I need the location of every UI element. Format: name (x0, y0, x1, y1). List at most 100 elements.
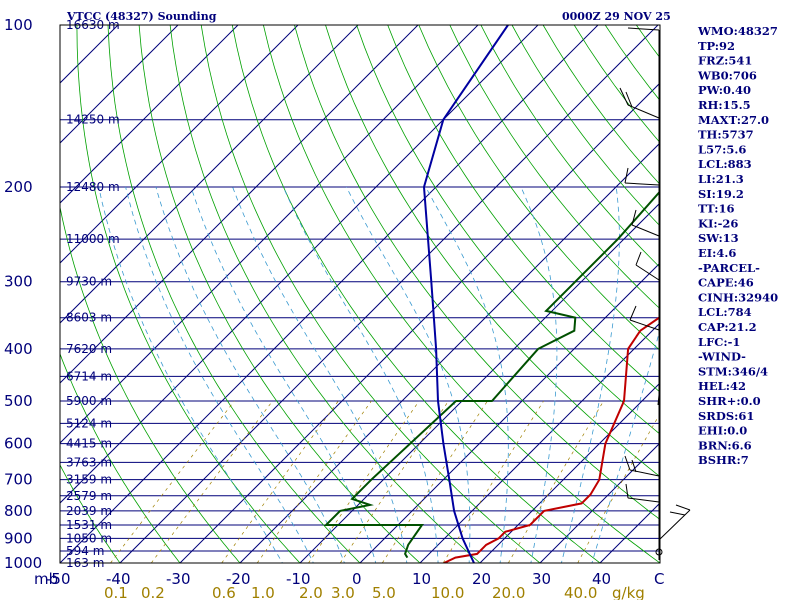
sounding-index: FRZ:541 (698, 54, 752, 68)
dry-adiabat-line (169, 25, 481, 563)
sounding-index: WMO:48327 (697, 24, 778, 38)
sounding-index: LCL:784 (698, 305, 752, 319)
mixing-ratio-line (507, 400, 604, 563)
sounding-index: KI:-26 (698, 216, 738, 230)
temperature-tick-label: C (654, 570, 664, 588)
pressure-tick-label: 700 (4, 471, 33, 489)
height-label: 594 m (66, 544, 104, 558)
dry-adiabat-line (325, 25, 660, 478)
sounding-indices-panel: WMO:48327TP:92FRZ:541WB0:706PW:0.40RH:15… (697, 24, 778, 467)
mixing-ratio-label: 0.6 (212, 584, 236, 600)
isotherm-line (60, 25, 179, 144)
dry-adiabat-line (231, 25, 601, 563)
temperature-tick-label: -10 (286, 570, 311, 588)
height-label: 1050 m (66, 531, 112, 545)
chart-title: VTCC (48327) Sounding (66, 10, 217, 23)
mixing-ratio-label: 0.1 (104, 584, 128, 600)
pressure-tick-label: 400 (4, 340, 33, 358)
height-label: 5900 m (66, 394, 112, 408)
dry-adiabat-line (263, 25, 660, 563)
isotherm-line (60, 25, 539, 504)
mixing-ratio-line (221, 400, 339, 563)
wind-barb (657, 394, 660, 406)
isotherm-line (60, 25, 419, 384)
wind-barb (627, 27, 660, 31)
mixing-ratio-line (382, 400, 488, 563)
sounding-index: BSHR:7 (698, 453, 749, 467)
dry-adiabat-line (294, 25, 660, 521)
isotherm-line (60, 25, 299, 264)
calm-wind-circle (655, 548, 663, 556)
mixing-ratio-label: 20.0 (492, 584, 525, 600)
wind-barb (624, 455, 660, 477)
sounding-index: SHR+:0.0 (698, 394, 761, 408)
height-label: 1531 m (66, 518, 112, 532)
isotherm-line (60, 25, 479, 444)
temperature-tick-label: -30 (166, 570, 191, 588)
temperature-tick-label: 10 (412, 570, 431, 588)
height-label: 9730 m (66, 275, 112, 289)
dry-adiabat-line (387, 25, 660, 393)
mixing-ratio-label: 3.0 (331, 584, 355, 600)
moist-adiabat-line (155, 186, 345, 563)
sounding-index: SI:19.2 (698, 187, 744, 201)
mixing-ratio-label: 1.0 (251, 584, 275, 600)
moist-adiabat-line (425, 186, 509, 563)
sounding-index: TP:92 (698, 39, 735, 53)
dewpoint-trace (323, 190, 660, 559)
sounding-index: L57:5.6 (698, 142, 746, 156)
mixing-ratio-label: 10.0 (431, 584, 464, 600)
x-axis-unit-mb: mb (34, 570, 58, 588)
sounding-index: PW:0.40 (698, 83, 751, 97)
isotherm-line (359, 262, 660, 563)
isotherm-line (239, 142, 660, 563)
height-label: 8603 m (66, 311, 112, 325)
sounding-index: TH:5737 (698, 128, 754, 142)
height-label: 3159 m (66, 473, 112, 487)
height-label: 7620 m (66, 342, 112, 356)
height-label: 12480 m (66, 180, 120, 194)
temperature-tick-label: 20 (472, 570, 491, 588)
height-label: 3763 m (66, 455, 112, 469)
isotherm-line (299, 202, 660, 563)
isotherm-line (60, 25, 599, 563)
pressure-tick-label: 500 (4, 392, 33, 410)
dry-adiabat-line (60, 352, 181, 563)
height-label: 6714 m (66, 369, 112, 383)
sounding-index: EI:4.6 (698, 246, 736, 260)
dry-adiabat-line (107, 25, 361, 563)
isotherm-line (119, 25, 659, 563)
wind-barb (635, 251, 660, 281)
sounding-index: RH:15.5 (698, 98, 751, 112)
wind-barb (625, 483, 660, 503)
height-label: 14250 m (66, 113, 120, 127)
mixing-ratio-label: 2.0 (299, 584, 323, 600)
sounding-index: CAPE:46 (698, 276, 754, 290)
sounding-index: SW:13 (698, 231, 739, 245)
dry-adiabat-line (449, 25, 660, 310)
wind-barb (629, 305, 660, 331)
pressure-tick-label: 100 (4, 16, 33, 34)
mixing-ratio-line (442, 400, 544, 563)
moist-adiabat-line (591, 328, 660, 563)
moist-adiabat-line (282, 186, 439, 563)
wind-barb (619, 87, 660, 119)
mixing-ratio-line (110, 400, 235, 563)
pressure-tick-label: 600 (4, 435, 33, 453)
temperature-tick-label: -20 (226, 570, 251, 588)
isotherm-line (60, 25, 359, 324)
sounding-index: HEL:42 (698, 379, 746, 393)
sounding-index: EHI:0.0 (698, 424, 747, 438)
height-label: 5124 m (66, 416, 112, 430)
dry-adiabat-line (480, 25, 660, 268)
height-label: 2039 m (66, 504, 112, 518)
temperature-tick-label: -40 (106, 570, 131, 588)
temperature-tick-label: 40 (592, 570, 611, 588)
pressure-tick-label: 200 (4, 178, 33, 196)
chart-time: 0000Z 29 NOV 25 (562, 10, 671, 23)
sounding-index: -WIND- (698, 350, 746, 364)
sounding-index: TT:16 (698, 202, 735, 216)
pressure-tick-label: 1000 (4, 554, 42, 572)
